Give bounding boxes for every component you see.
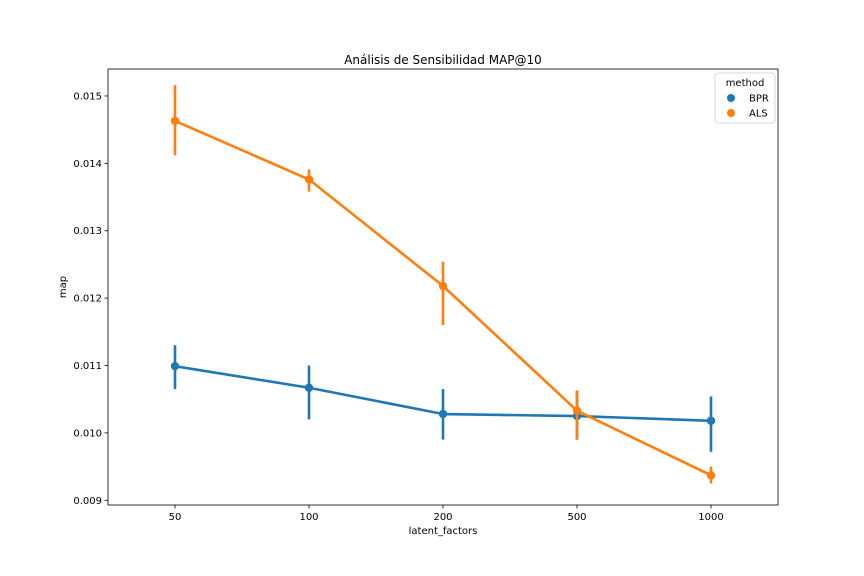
data-point-bpr	[706, 416, 716, 425]
data-point-als	[304, 175, 314, 184]
x-tick-label: 200	[433, 512, 452, 523]
y-tick-label: 0.014	[73, 159, 102, 170]
y-tick-label: 0.009	[73, 496, 102, 507]
data-point-als	[438, 281, 448, 291]
x-axis-label: latent_factors	[409, 526, 478, 537]
data-point-als	[170, 116, 180, 126]
series-als	[170, 85, 716, 484]
y-tick-label: 0.011	[73, 361, 102, 372]
series-layer	[170, 85, 716, 484]
x-tick-label: 500	[567, 512, 586, 523]
y-axis-label: map	[58, 276, 69, 298]
y-tick-label: 0.010	[73, 428, 102, 439]
y-axis: 0.009 0.010 0.011 0.012 0.013 0.014 0.015	[73, 91, 108, 507]
legend-marker-als	[727, 109, 735, 117]
x-tick-label: 100	[299, 512, 318, 523]
x-tick-label: 1000	[698, 512, 723, 523]
chart-title: Análisis de Sensibilidad MAP@10	[344, 53, 542, 67]
legend-label-bpr: BPR	[749, 94, 769, 105]
series-bpr	[170, 345, 716, 452]
data-point-bpr	[170, 361, 180, 371]
data-point-bpr	[304, 383, 314, 392]
legend: method BPR ALS	[714, 72, 776, 124]
data-point-bpr	[438, 409, 448, 419]
legend-label-als: ALS	[749, 109, 768, 120]
y-tick-label: 0.013	[73, 226, 102, 237]
data-point-als	[706, 471, 716, 480]
y-tick-label: 0.012	[73, 294, 102, 305]
x-axis: 50 100 200 500 1000	[169, 505, 724, 523]
x-tick-label: 50	[169, 512, 182, 523]
data-point-als	[572, 406, 582, 415]
legend-marker-bpr	[727, 94, 735, 102]
y-tick-label: 0.015	[73, 91, 102, 102]
legend-title: method	[726, 78, 765, 89]
